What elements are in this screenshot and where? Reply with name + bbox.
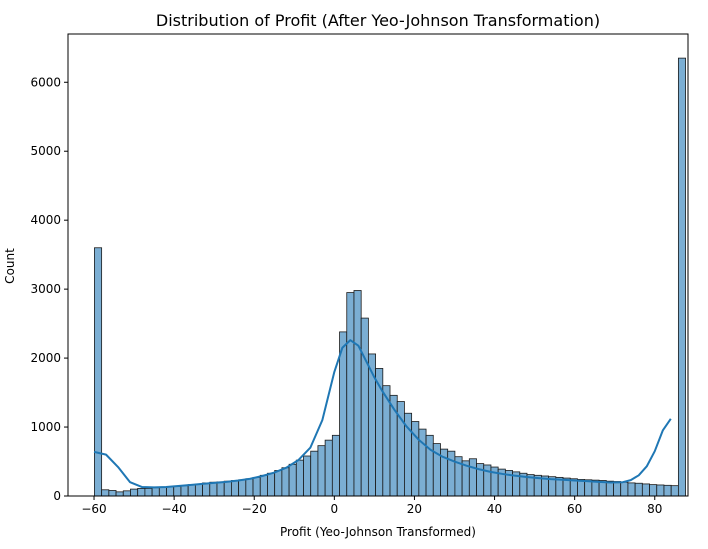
histogram-bar (151, 487, 160, 497)
histogram-bar (288, 463, 297, 497)
histogram-bar (209, 481, 218, 497)
histogram-bar (252, 476, 261, 497)
histogram-bar (231, 480, 240, 497)
histogram-bar (122, 490, 131, 497)
histogram-bar (317, 445, 326, 497)
x-axis-label: Profit (Yeo-Johnson Transformed) (280, 525, 476, 539)
histogram-bar (115, 491, 124, 497)
histogram-bar (194, 483, 203, 497)
axes-layer (67, 33, 689, 497)
histogram-bar (627, 482, 636, 497)
histogram-bar (447, 450, 456, 497)
y-tick-label: 4000 (30, 213, 61, 227)
chart-title: Distribution of Profit (After Yeo-Johnso… (156, 11, 600, 30)
histogram-bar (238, 479, 247, 497)
histogram-bar (339, 331, 348, 497)
histogram-bar (389, 394, 398, 497)
ticks-layer: −60 −40 −20 0 20 40 60 80 0 1000 2000 3000 4000 5000 6… (30, 75, 662, 516)
x-tick-label: −40 (161, 502, 186, 516)
histogram-bar (274, 470, 283, 497)
x-tick-label: 80 (647, 502, 662, 516)
x-tick-label: 60 (567, 502, 582, 516)
histogram-bar (634, 482, 643, 497)
y-tick-label: 1000 (30, 420, 61, 434)
histogram-bar (677, 57, 687, 497)
histogram-bar (295, 459, 304, 497)
histogram-bar (641, 483, 650, 497)
histogram-bar (620, 481, 629, 497)
kde-layer (93, 339, 672, 489)
histogram-bar (245, 478, 254, 497)
histogram-bar (259, 474, 268, 497)
histogram-bar (468, 458, 477, 497)
histogram-bar (180, 485, 189, 497)
y-tick-label: 0 (53, 489, 61, 503)
y-tick-label: 5000 (30, 144, 61, 158)
x-tick-label: −60 (81, 502, 106, 516)
histogram-bar (101, 489, 110, 497)
histogram-bar (223, 480, 232, 497)
histogram-bar (187, 484, 196, 497)
histogram-bar (281, 467, 290, 497)
histogram-bar (216, 481, 225, 497)
x-tick-label: 20 (407, 502, 422, 516)
histogram-bar (108, 490, 117, 497)
histogram-bar (130, 488, 139, 497)
x-tick-label: 40 (487, 502, 502, 516)
histogram-bar (202, 482, 211, 497)
histogram-bar (331, 434, 340, 497)
x-tick-label: −20 (242, 502, 267, 516)
histogram-bar (158, 486, 167, 497)
histogram-bar (670, 485, 679, 497)
histogram-bar (303, 455, 312, 497)
histogram-bar (173, 485, 182, 497)
histogram-bar (656, 484, 665, 497)
histogram-bar (649, 484, 658, 497)
y-axis-label: Count (3, 248, 17, 284)
histogram-bar (137, 488, 146, 497)
histogram-bar (267, 472, 276, 497)
y-tick-label: 6000 (30, 75, 61, 89)
histogram-bar (367, 353, 377, 497)
histogram-bar (144, 488, 153, 497)
histogram-bar (360, 317, 369, 497)
histogram-bar (324, 439, 333, 497)
histogram-bar (310, 450, 319, 497)
plot-frame (67, 33, 689, 497)
histogram-bar (353, 290, 362, 497)
y-tick-label: 2000 (30, 351, 61, 365)
y-tick-label: 3000 (30, 282, 61, 296)
kde-line (93, 339, 672, 489)
histogram-bar (166, 486, 175, 497)
x-tick-label: 0 (331, 502, 339, 516)
histogram-bar (346, 292, 355, 497)
histogram-bar (425, 434, 434, 497)
histogram-bar (663, 484, 672, 497)
histogram-bar (94, 247, 103, 497)
histogram-bar (613, 481, 622, 497)
histogram-bar (418, 428, 427, 497)
